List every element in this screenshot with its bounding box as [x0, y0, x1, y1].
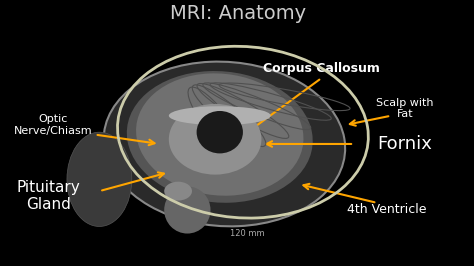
Ellipse shape — [164, 186, 210, 234]
Ellipse shape — [169, 104, 262, 174]
Ellipse shape — [127, 71, 313, 203]
Ellipse shape — [67, 132, 132, 226]
Text: Scalp with
Fat: Scalp with Fat — [376, 98, 434, 119]
Ellipse shape — [169, 106, 271, 125]
Ellipse shape — [136, 73, 303, 196]
Text: Fornix: Fornix — [377, 135, 432, 153]
Ellipse shape — [197, 111, 243, 153]
Text: Pituitary
Gland: Pituitary Gland — [17, 180, 80, 212]
Text: Corpus Callosum: Corpus Callosum — [263, 62, 380, 75]
Ellipse shape — [164, 182, 192, 201]
Title: MRI: Anatomy: MRI: Anatomy — [170, 4, 306, 23]
Text: Optic
Nerve/Chiasm: Optic Nerve/Chiasm — [14, 114, 92, 136]
Text: 4th Ventricle: 4th Ventricle — [346, 203, 426, 217]
Ellipse shape — [104, 62, 345, 226]
Text: 120 mm: 120 mm — [230, 229, 265, 238]
